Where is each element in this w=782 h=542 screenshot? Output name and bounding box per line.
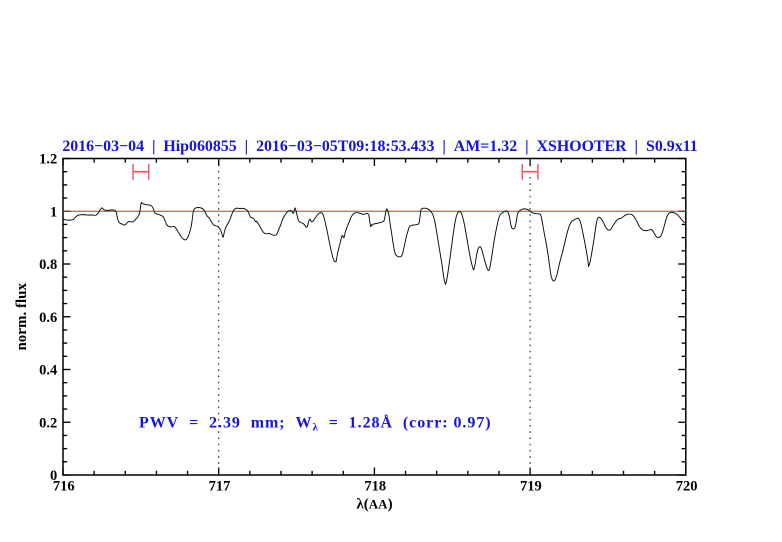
- svg-text:1: 1: [50, 204, 57, 220]
- svg-text:720: 720: [676, 479, 698, 495]
- svg-text:0.8: 0.8: [39, 257, 57, 273]
- svg-text:2016−03−04 | Hip060855 | 2: 2016−03−04 | Hip060855 | 2016−03−05T09:1…: [62, 138, 697, 155]
- svg-text:λ(AA): λ(AA): [356, 497, 392, 513]
- svg-text:1.2: 1.2: [39, 152, 57, 168]
- svg-text:0: 0: [50, 468, 57, 484]
- svg-text:0.6: 0.6: [39, 310, 57, 326]
- svg-text:719: 719: [520, 479, 542, 495]
- svg-text:716: 716: [53, 479, 75, 495]
- svg-text:717: 717: [209, 479, 231, 495]
- svg-text:PWV = 2.39 mm; Wλ = 1.28: PWV = 2.39 mm; Wλ = 1.28Å (corr: 0.97): [139, 414, 492, 434]
- svg-text:0.4: 0.4: [39, 363, 57, 379]
- svg-text:718: 718: [364, 479, 386, 495]
- svg-text:0.2: 0.2: [39, 415, 57, 431]
- svg-text:norm. flux: norm. flux: [14, 283, 30, 351]
